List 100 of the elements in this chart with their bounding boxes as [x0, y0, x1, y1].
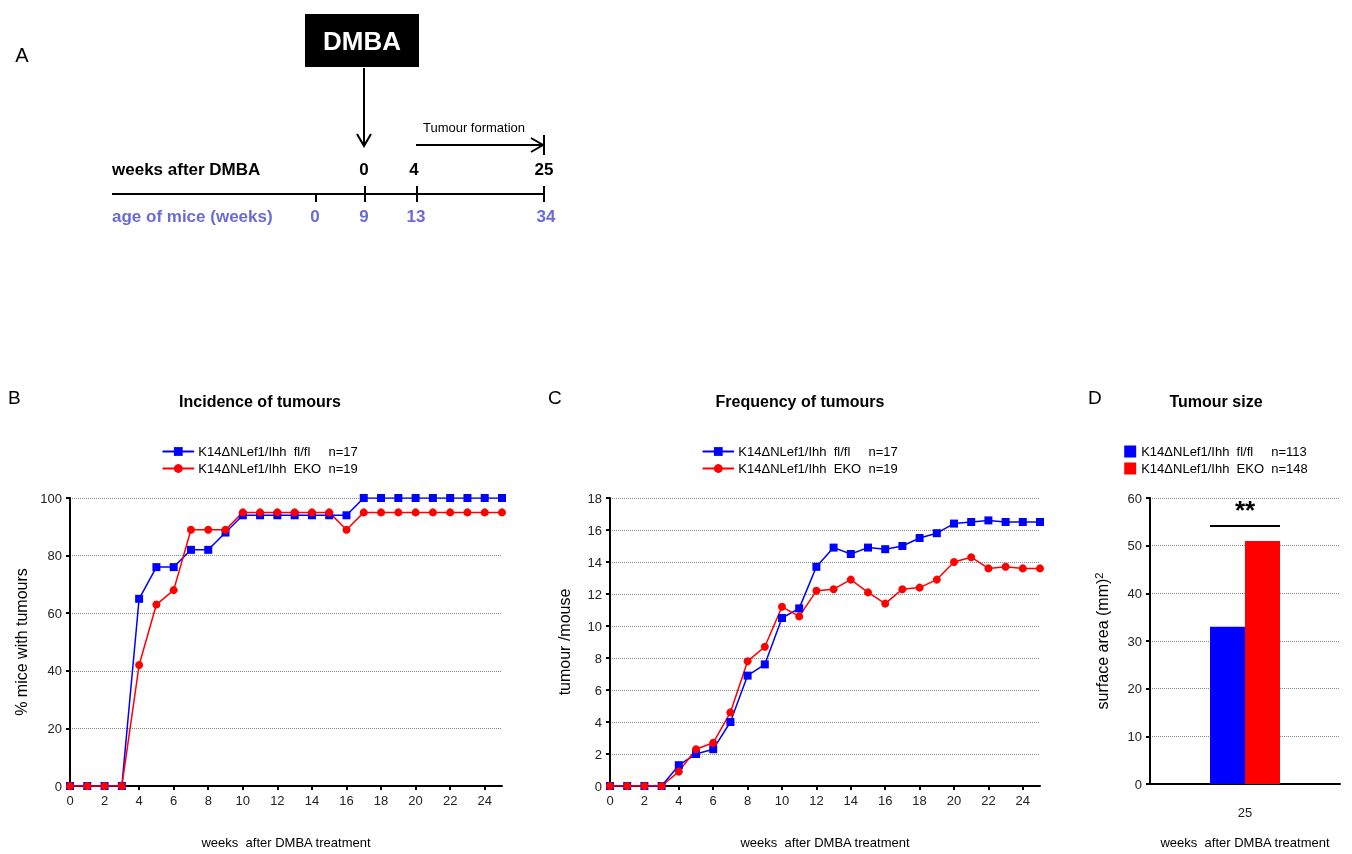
text: A [15, 44, 29, 66]
point [169, 586, 178, 595]
point [674, 767, 683, 776]
point [795, 612, 804, 621]
x-tick-label: 14 [843, 793, 859, 808]
point [1001, 562, 1010, 571]
point [692, 745, 700, 754]
y-tick-label: 20 [47, 720, 62, 736]
y-tick-label: 10 [587, 618, 602, 634]
y-tick-label: 60 [1127, 490, 1142, 506]
y-axis-title: surface area (mm)2 [1092, 572, 1111, 710]
point [186, 525, 195, 534]
x-axis-title: weeks after DMBA treatment [739, 835, 910, 850]
y-tick-label: 2 [594, 746, 602, 762]
point [967, 518, 976, 526]
y-tick-label: 60 [47, 605, 62, 621]
point [932, 529, 941, 538]
point [812, 562, 821, 571]
point [932, 575, 941, 584]
x-tick-label: 4 [135, 793, 143, 808]
point [498, 494, 506, 502]
legend-label: K14ΔNLef1/Ihh fl/fl n=17 [738, 444, 898, 459]
annotation: ** [1234, 495, 1256, 525]
y-axis-title: tumour /mouse [555, 588, 573, 696]
y-tick-label: 40 [47, 663, 62, 679]
point [967, 553, 976, 562]
y-axis-title: % mice with tumours [12, 568, 30, 716]
point [186, 545, 195, 554]
x-tick-label: 2 [100, 793, 109, 808]
x-tick-label: 14 [304, 793, 320, 808]
y-tick-label: 8 [594, 650, 602, 666]
point [760, 642, 769, 651]
x-tick-label: 16 [877, 793, 893, 808]
point [795, 604, 804, 613]
point [726, 718, 735, 726]
point [674, 761, 683, 770]
point [446, 494, 455, 502]
point [463, 508, 472, 517]
point [950, 558, 958, 566]
point [377, 508, 386, 517]
x-tick-label: 12 [809, 793, 824, 808]
text: weeks after DMBA [112, 159, 261, 179]
text: C [548, 387, 562, 408]
x-tick-label: 4 [675, 793, 683, 808]
point [135, 594, 144, 603]
point [864, 588, 872, 597]
chart-title: Incidence of tumours [179, 392, 341, 410]
point [778, 602, 786, 611]
point [394, 494, 403, 502]
point [1036, 518, 1044, 526]
x-tick-label: 8 [743, 793, 752, 808]
x-tick-label: 6 [170, 793, 178, 808]
x-tick-label: 16 [339, 793, 354, 808]
y-tick-label: 12 [587, 586, 602, 602]
point [1036, 564, 1044, 573]
text: Tumour formation [422, 119, 526, 135]
text: 34 [536, 206, 556, 226]
x-tick-label: 10 [774, 793, 790, 808]
point [846, 550, 855, 558]
x-tick-label: 0 [606, 793, 614, 808]
point [152, 600, 161, 609]
text: 4 [409, 159, 419, 179]
x-tick-label: 18 [912, 793, 927, 808]
y-tick-label: 80 [47, 548, 62, 564]
point [984, 564, 993, 573]
legend-label: K14ΔNLef1/Ihh EKO n=19 [738, 461, 898, 476]
point [984, 516, 993, 525]
point [829, 585, 838, 594]
point [881, 599, 890, 608]
point [898, 542, 907, 550]
x-tick-label: 24 [477, 793, 492, 808]
point [812, 586, 821, 595]
point [1001, 518, 1010, 526]
point [411, 508, 420, 517]
y-tick-label: 20 [1127, 681, 1142, 697]
point [204, 545, 213, 554]
point [428, 508, 437, 517]
point [898, 585, 907, 594]
point [480, 494, 489, 502]
y-tick-label: 30 [1127, 633, 1142, 649]
text: 25 [534, 159, 554, 179]
point [846, 575, 855, 584]
point [169, 563, 178, 572]
text: 9 [359, 206, 369, 226]
point [864, 543, 872, 552]
x-tick-label: 22 [981, 793, 996, 808]
point [446, 508, 455, 517]
text: D [1088, 387, 1102, 408]
x-tick-label: 22 [442, 793, 458, 808]
point [359, 508, 368, 517]
y-tick-label: 50 [1127, 538, 1142, 554]
legend-label: K14ΔNLef1/Ihh EKO n=19 [198, 461, 358, 476]
point [743, 657, 752, 666]
y-tick-label: 0 [54, 778, 62, 794]
point [394, 508, 403, 517]
point [760, 660, 769, 669]
point [359, 494, 368, 502]
x-tick-label: 12 [270, 793, 285, 808]
point [411, 494, 420, 502]
point [1018, 518, 1027, 526]
